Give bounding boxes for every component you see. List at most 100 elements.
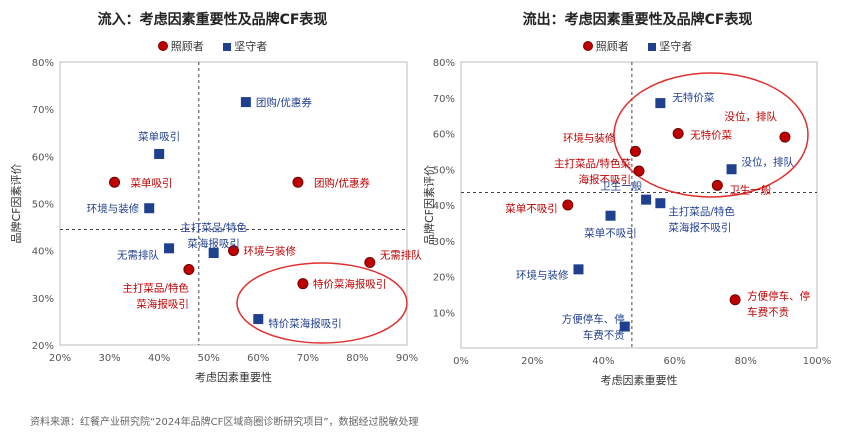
y-tick-label: 80%	[32, 58, 54, 69]
x-tick-label: 20%	[521, 356, 543, 367]
x-tick-label: 80%	[346, 353, 368, 364]
caretaker-point-label: 主打菜品/特色	[122, 282, 189, 295]
x-axis-label: 考虑因素重要性	[601, 373, 678, 387]
x-tick-label: 70%	[297, 353, 319, 364]
legend-caretaker: 照顾者	[157, 38, 204, 54]
caretaker-point-label: 车费不贵	[747, 306, 789, 319]
guardian-point-label: 车费不贵	[583, 329, 625, 342]
plot-frame	[59, 61, 408, 346]
caretaker-point-label: 特价菜海报吸引	[313, 278, 387, 291]
caretaker-point-label: 团购/优惠券	[314, 176, 371, 189]
legend-guardian: 坚守者	[223, 38, 267, 54]
x-tick-label: 0%	[453, 356, 469, 367]
caretaker-point-label: 卫生一般	[729, 183, 771, 196]
guardian-point-label: 菜海报不吸引	[668, 221, 731, 234]
y-tick-label: 10%	[433, 308, 455, 319]
y-tick-label: 70%	[32, 105, 54, 116]
y-tick-label: 30%	[433, 237, 455, 248]
y-tick-label: 80%	[433, 58, 455, 69]
guardian-point-label: 菜海报吸引	[187, 237, 240, 250]
guardian-point-label: 环境与装修	[87, 202, 140, 215]
legend: 照顾者 坚守者	[0, 38, 425, 54]
guardian-point-label: 菜单不吸引	[584, 227, 637, 240]
guardian-point-label: 主打菜品/特色	[180, 221, 247, 234]
legend: 照顾者 坚守者	[425, 38, 850, 54]
legend-guardian: 坚守者	[648, 38, 692, 54]
guardian-point-label: 无需排队	[117, 248, 159, 261]
guardian-point	[154, 148, 165, 159]
caretaker-point	[183, 264, 195, 276]
legend-guardian-label: 坚守者	[659, 40, 693, 53]
caretaker-point	[292, 176, 304, 188]
x-tick-label: 30%	[98, 353, 120, 364]
caretaker-point-label: 无需排队	[380, 248, 422, 261]
legend-caretaker-label: 照顾者	[170, 40, 204, 53]
inflow-chart: 流入：考虑因素重要性及品牌CF表现 照顾者 坚守者 20% 30% 40% 50% 60…	[0, 0, 425, 400]
x-axis-label: 考虑因素重要性	[195, 370, 272, 384]
highlight-ellipse	[236, 262, 408, 344]
guardian-point-label: 方便停车、停	[562, 313, 625, 326]
caretaker-point	[729, 294, 741, 306]
caretaker-point	[364, 256, 376, 268]
caretaker-point-label: 没位，排队	[724, 110, 777, 123]
legend-square-icon	[223, 43, 232, 51]
y-tick-label: 40%	[32, 247, 54, 258]
caretaker-point-label: 海报不吸引	[579, 173, 632, 186]
chart-title: 流出：考虑因素重要性及品牌CF表现	[522, 12, 753, 28]
chart-title: 流入：考虑因素重要性及品牌CF表现	[97, 12, 328, 28]
guardian-point	[253, 314, 264, 325]
legend-square-icon	[648, 43, 657, 51]
guardian-point-label: 没位，排队	[742, 155, 795, 168]
guardian-point	[605, 210, 616, 221]
caretaker-point	[228, 245, 239, 257]
guardian-point-label: 环境与装修	[516, 268, 569, 281]
guardian-point	[573, 264, 584, 275]
x-tick-label: 60%	[247, 353, 269, 364]
y-tick-label: 60%	[433, 130, 455, 141]
x-tick-label: 60%	[663, 356, 685, 367]
guardian-point-label: 菜单吸引	[138, 130, 180, 143]
y-tick-label: 60%	[32, 152, 54, 163]
caretaker-point	[109, 176, 121, 188]
guardian-point	[208, 248, 219, 259]
outflow-chart: 流出：考虑因素重要性及品牌CF表现 照顾者 坚守者 0% 20% 40% 60% 80%…	[422, 0, 850, 400]
x-tick-label: 40%	[592, 356, 614, 367]
guardian-point-label: 卫生一般	[600, 180, 642, 193]
x-tick-label: 100%	[803, 356, 832, 367]
caretaker-point-label: 无特价菜	[690, 130, 732, 142]
caretaker-point-label: 方便停车、停	[747, 290, 810, 303]
y-tick-label: 70%	[433, 94, 455, 105]
guardian-point-label: 主打菜品/特色	[668, 205, 735, 218]
guardian-point	[641, 194, 652, 205]
caretaker-point-label: 菜单吸引	[131, 176, 173, 189]
y-tick-label: 20%	[32, 341, 54, 352]
caretaker-point-label: 环境与装修	[563, 131, 616, 144]
inflow-plot: 20% 30% 40% 50% 60% 70% 80% 90% 20% 30% 40% 50% 60% 7…	[9, 58, 422, 384]
caretaker-point	[779, 131, 791, 143]
legend-caretaker-label: 照顾者	[595, 40, 629, 53]
caretaker-point-label: 菜海报吸引	[136, 298, 189, 311]
guardian-point	[726, 164, 737, 175]
caretaker-point	[562, 199, 574, 211]
caretaker-point-label: 环境与装修	[244, 245, 297, 258]
guardian-point	[655, 98, 666, 109]
x-tick-label: 20%	[49, 353, 71, 364]
x-tick-label: 80%	[735, 356, 757, 367]
y-axis-label: 品牌CF因素评价	[9, 163, 23, 243]
guardian-point	[144, 203, 155, 214]
y-tick-label: 20%	[433, 273, 455, 284]
legend-guardian-label: 坚守者	[234, 40, 268, 53]
caretaker-point	[629, 145, 641, 157]
guardian-point	[240, 97, 251, 108]
caretaker-point	[672, 128, 684, 139]
caretaker-point-label: 主打菜品/特色菜	[554, 157, 632, 170]
x-tick-label: 40%	[148, 353, 170, 364]
guardian-point	[164, 243, 175, 254]
caretaker-point-label: 菜单不吸引	[505, 202, 558, 215]
guardian-point-label: 特价菜海报吸引	[268, 317, 342, 330]
source-note: 资料来源：红餐产业研究院“2024年品牌CF区域商圈诊断研究项目”，数据经过脱敏…	[30, 417, 419, 428]
caretaker-point	[297, 278, 309, 290]
plot-frame	[460, 61, 818, 349]
legend-caretaker: 照顾者	[582, 38, 629, 54]
legend-circle-icon	[157, 41, 168, 51]
